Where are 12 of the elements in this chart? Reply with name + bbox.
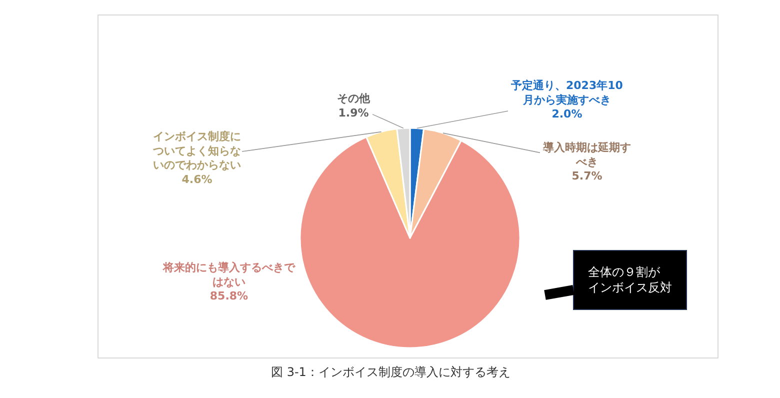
slice-label: その他: [337, 92, 371, 105]
slice-label: インボイス制度についてよく知らないのでわからない: [152, 130, 241, 172]
text: 全体の９割がインボイス反対: [588, 265, 672, 295]
data-label: 4.6%: [182, 172, 212, 186]
data-label: 1.9%: [338, 106, 369, 120]
data-label: 85.8%: [210, 290, 248, 303]
slice-label: 将来的にも導入するべきではない: [162, 261, 296, 288]
data-label: 5.7%: [572, 170, 602, 183]
slice-label: 予定通り、2023年10月から実施すべき: [510, 79, 624, 106]
caption: 図 3-1：インボイス制度の導入に対する考え: [271, 365, 510, 379]
slice-label: 導入時期は延期すべき: [542, 141, 631, 168]
data-label: 2.0%: [552, 108, 582, 121]
